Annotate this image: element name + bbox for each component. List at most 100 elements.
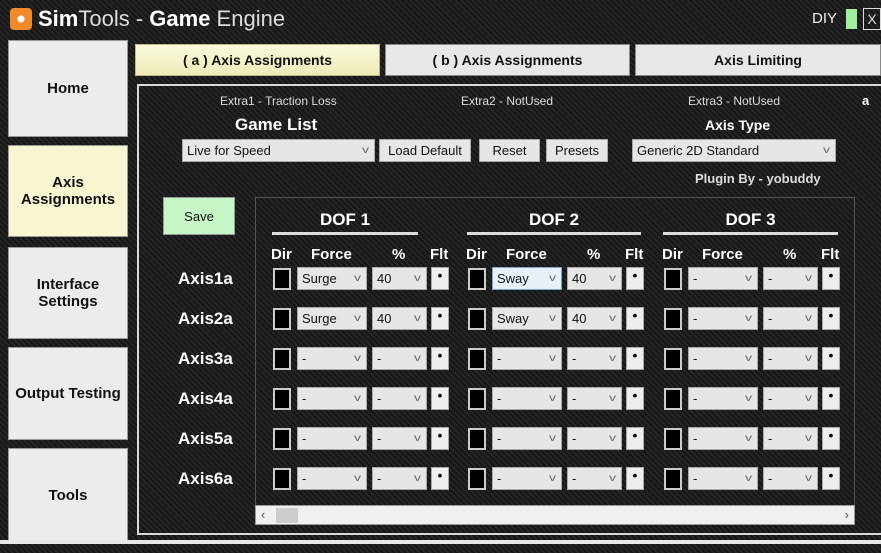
filter-button[interactable]: • (626, 427, 644, 450)
scroll-left-icon[interactable]: ‹ (261, 507, 266, 522)
force-select[interactable]: -v (297, 467, 367, 490)
dir-checkbox[interactable] (468, 388, 486, 410)
reset-button[interactable]: Reset (479, 139, 540, 162)
close-button[interactable]: X (863, 8, 881, 30)
force-select[interactable]: -v (688, 467, 758, 490)
percent-select[interactable]: 40 v (567, 267, 622, 290)
load-default-button[interactable]: Load Default (379, 139, 471, 162)
dir-checkbox[interactable] (273, 268, 291, 290)
force-select[interactable]: Surge v (297, 267, 367, 290)
percent-select[interactable]: -v (763, 467, 818, 490)
percent-select[interactable]: -v (763, 427, 818, 450)
force-select[interactable]: -v (297, 427, 367, 450)
filter-button[interactable]: • (626, 307, 644, 330)
dir-checkbox[interactable] (273, 468, 291, 490)
filter-button[interactable]: • (626, 387, 644, 410)
filter-button[interactable]: • (822, 387, 840, 410)
force-select[interactable]: -v (492, 387, 562, 410)
percent-select[interactable]: -v (372, 387, 427, 410)
chevron-down-icon: v (354, 393, 361, 404)
percent-select[interactable]: -v (372, 467, 427, 490)
dir-checkbox[interactable] (664, 268, 682, 290)
percent-value: 40 (572, 271, 587, 286)
column-flt: Flt (430, 246, 449, 263)
force-select[interactable]: -v (492, 347, 562, 370)
scroll-right-icon[interactable]: › (844, 507, 849, 522)
tab-axis-limiting[interactable]: Axis Limiting (635, 44, 881, 76)
percent-select[interactable]: -v (763, 267, 818, 290)
dir-checkbox[interactable] (468, 268, 486, 290)
filter-button[interactable]: • (431, 467, 449, 490)
tab-b-axis-assignments[interactable]: ( b ) Axis Assignments (385, 44, 630, 76)
filter-button[interactable]: • (431, 307, 449, 330)
force-select[interactable]: -v (297, 347, 367, 370)
force-select[interactable]: -v (492, 427, 562, 450)
percent-select[interactable]: -v (567, 467, 622, 490)
presets-button[interactable]: Presets (546, 139, 608, 162)
chevron-down-icon: v (805, 393, 812, 404)
filter-button[interactable]: • (431, 347, 449, 370)
dir-checkbox[interactable] (664, 468, 682, 490)
column-percent: % (392, 246, 406, 263)
filter-button[interactable]: • (431, 427, 449, 450)
percent-select[interactable]: -v (763, 347, 818, 370)
force-select[interactable]: -v (688, 267, 758, 290)
force-select[interactable]: -v (688, 307, 758, 330)
force-select[interactable]: -v (492, 467, 562, 490)
filter-button[interactable]: • (822, 267, 840, 290)
filter-button[interactable]: • (822, 467, 840, 490)
force-select[interactable]: -v (297, 387, 367, 410)
chevron-down-icon: v (414, 473, 421, 484)
chevron-down-icon: v (609, 433, 616, 444)
sidebar-item-tools[interactable]: Tools (8, 448, 128, 543)
dir-checkbox[interactable] (664, 308, 682, 330)
force-select[interactable]: -v (688, 347, 758, 370)
horizontal-scrollbar[interactable]: ‹ › (255, 505, 855, 525)
percent-select[interactable]: -v (372, 347, 427, 370)
percent-select[interactable]: -v (567, 347, 622, 370)
axis-type-select[interactable]: Generic 2D Standard v (632, 139, 836, 162)
force-select[interactable]: -v (688, 427, 758, 450)
force-select[interactable]: Surge v (297, 307, 367, 330)
sidebar-item-output-testing[interactable]: Output Testing (8, 347, 128, 440)
game-list-select[interactable]: Live for Speed v (182, 139, 375, 162)
dir-checkbox[interactable] (273, 308, 291, 330)
percent-select[interactable]: 40 v (372, 307, 427, 330)
dir-checkbox[interactable] (468, 308, 486, 330)
dir-checkbox[interactable] (273, 348, 291, 370)
force-select[interactable]: Sway v (492, 307, 562, 330)
filter-button[interactable]: • (822, 347, 840, 370)
sidebar-item-home[interactable]: Home (8, 40, 128, 137)
dir-checkbox[interactable] (468, 348, 486, 370)
sidebar-item-interface-settings[interactable]: Interface Settings (8, 247, 128, 339)
percent-select[interactable]: -v (567, 387, 622, 410)
filter-button[interactable]: • (822, 427, 840, 450)
sidebar-item-axis-assignments[interactable]: Axis Assignments (8, 145, 128, 237)
filter-button[interactable]: • (626, 267, 644, 290)
dir-checkbox[interactable] (273, 388, 291, 410)
percent-select[interactable]: -v (763, 387, 818, 410)
filter-button[interactable]: • (626, 347, 644, 370)
percent-select[interactable]: 40 v (372, 267, 427, 290)
filter-button[interactable]: • (431, 267, 449, 290)
force-select[interactable]: -v (688, 387, 758, 410)
filter-button[interactable]: • (626, 467, 644, 490)
dir-checkbox[interactable] (664, 388, 682, 410)
percent-select[interactable]: -v (567, 427, 622, 450)
dir-checkbox[interactable] (664, 428, 682, 450)
percent-select[interactable]: -v (763, 307, 818, 330)
percent-select[interactable]: -v (372, 427, 427, 450)
force-select[interactable]: Sway v (492, 267, 562, 290)
filter-button[interactable]: • (431, 387, 449, 410)
dir-checkbox[interactable] (273, 428, 291, 450)
percent-select[interactable]: 40 v (567, 307, 622, 330)
dir-checkbox[interactable] (468, 468, 486, 490)
force-value: Sway (497, 271, 529, 286)
scrollbar-thumb[interactable] (276, 508, 298, 523)
dir-checkbox[interactable] (664, 348, 682, 370)
dir-checkbox[interactable] (468, 428, 486, 450)
filter-button[interactable]: • (822, 307, 840, 330)
chevron-down-icon: v (805, 473, 812, 484)
tab-a-axis-assignments[interactable]: ( a ) Axis Assignments (135, 44, 380, 76)
save-button[interactable]: Save (163, 197, 235, 235)
